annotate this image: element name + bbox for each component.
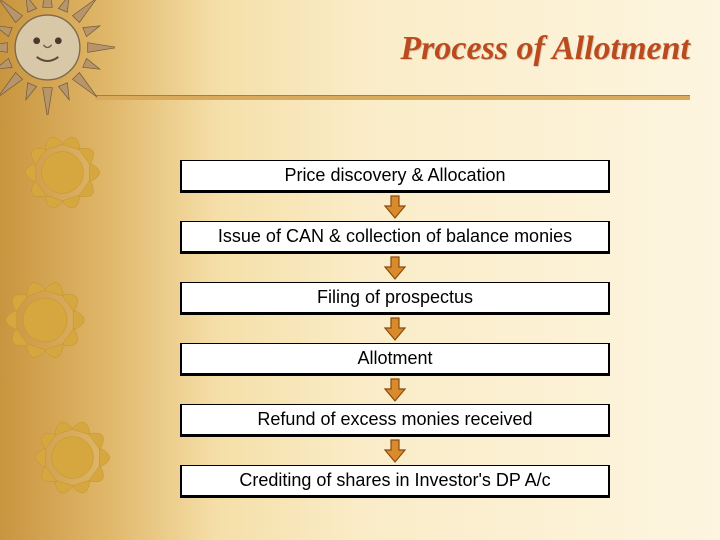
flow-step: Issue of CAN & collection of balance mon… [180,221,610,254]
flowchart: Price discovery & Allocation Issue of CA… [180,160,610,498]
down-arrow-icon [384,195,406,219]
flow-step: Allotment [180,343,610,376]
down-arrow-icon [384,439,406,463]
flow-step: Crediting of shares in Investor's DP A/c [180,465,610,498]
flow-arrow [180,437,610,465]
flow-arrow [180,315,610,343]
flow-step: Filing of prospectus [180,282,610,315]
sun-icon [15,125,110,225]
flow-arrow [180,193,610,221]
down-arrow-icon [384,317,406,341]
down-arrow-icon [384,256,406,280]
down-arrow-icon [384,378,406,402]
title-underline [95,95,690,100]
sun-face-icon [0,0,115,120]
flow-arrow [180,254,610,282]
flow-step: Price discovery & Allocation [180,160,610,193]
sun-icon [25,410,120,510]
flow-step: Refund of excess monies received [180,404,610,437]
sun-icon [0,270,95,375]
flow-arrow [180,376,610,404]
page-title: Process of Allotment [400,30,690,68]
